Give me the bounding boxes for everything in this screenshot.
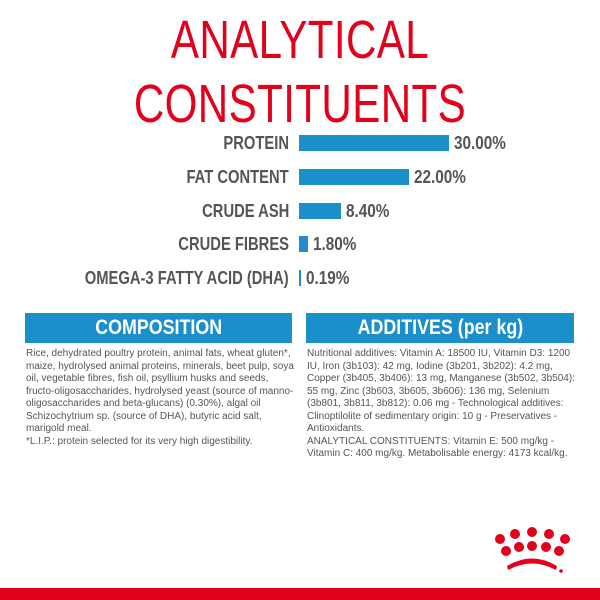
composition-header: COMPOSITION xyxy=(25,313,292,343)
bar-value-label: 30.00% xyxy=(454,133,506,153)
bar-label: PROTEIN xyxy=(223,133,289,153)
additives-body: Nutritional additives: Vitamin A: 18500 … xyxy=(307,348,579,461)
composition-note: *L.I.P.: protein selected for its very h… xyxy=(26,435,253,447)
brand-red-band xyxy=(0,588,600,600)
royal-canin-crown-logo xyxy=(495,527,570,573)
composition-body: Rice, dehydrated poultry protein, animal… xyxy=(26,348,298,448)
bar-label: FAT CONTENT xyxy=(186,167,289,187)
additives-text: Nutritional additives: Vitamin A: 18500 … xyxy=(307,348,575,434)
bar xyxy=(299,135,449,151)
additives-constituents: ANALYTICAL CONSTITUENTS: Vitamin E: 500 … xyxy=(307,435,568,460)
bar xyxy=(299,236,308,252)
title-text: ANALYTICAL CONSTITUENTS xyxy=(133,10,467,134)
bar xyxy=(299,270,301,286)
bar-value-label: 22.00% xyxy=(414,167,466,187)
bar-label: CRUDE ASH xyxy=(201,201,289,221)
bar-label: OMEGA-3 FATTY ACID (DHA) xyxy=(85,268,289,288)
bar xyxy=(299,169,409,185)
bar-value-label: 0.19% xyxy=(305,268,349,288)
additives-heading: ADDITIVES (per kg) xyxy=(357,316,523,339)
bar xyxy=(299,203,341,219)
bar-label: CRUDE FIBRES xyxy=(178,234,289,254)
composition-heading: COMPOSITION xyxy=(95,316,222,339)
bar-value-label: 1.80% xyxy=(313,234,357,254)
additives-header: ADDITIVES (per kg) xyxy=(306,313,574,343)
composition-text: Rice, dehydrated poultry protein, animal… xyxy=(26,348,294,434)
bar-value-label: 8.40% xyxy=(346,201,390,221)
page-title: ANALYTICAL CONSTITUENTS xyxy=(0,8,600,136)
